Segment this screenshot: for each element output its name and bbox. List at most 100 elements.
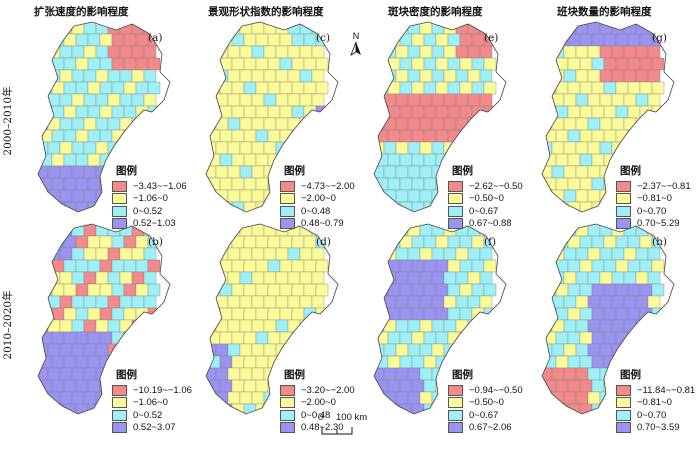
map-region bbox=[255, 105, 269, 119]
map-region bbox=[374, 141, 385, 155]
map-region bbox=[411, 307, 425, 321]
scale-zero-label: 0 bbox=[318, 412, 324, 423]
map-region bbox=[635, 343, 649, 357]
map-region bbox=[635, 247, 649, 261]
map-region bbox=[611, 93, 625, 107]
map-region bbox=[563, 247, 577, 261]
map-region bbox=[615, 33, 629, 47]
map-region bbox=[251, 189, 265, 203]
map-region bbox=[143, 45, 157, 59]
legend-g: 图例 −2.37~−0.81 −0.81~0 0~0.70 0.70~5.29 bbox=[616, 163, 691, 230]
map-region bbox=[383, 391, 397, 405]
legend-swatch bbox=[280, 384, 295, 396]
map-region bbox=[123, 129, 137, 143]
map-region bbox=[227, 391, 241, 405]
legend-label: −2.62~−0.50 bbox=[469, 180, 523, 192]
legend-entry: 0.67~0.88 bbox=[448, 218, 523, 231]
legend-label: 0~0.70 bbox=[637, 409, 667, 421]
map-region bbox=[267, 331, 281, 345]
map-region bbox=[143, 69, 157, 83]
map-region bbox=[75, 153, 89, 167]
legend-title: 图例 bbox=[452, 165, 473, 177]
map-region bbox=[251, 247, 265, 261]
legend-swatch bbox=[448, 422, 463, 434]
map-region bbox=[267, 307, 281, 321]
map-region bbox=[231, 81, 245, 95]
legend-swatch bbox=[112, 397, 127, 409]
map-region bbox=[315, 81, 329, 95]
map-region bbox=[47, 391, 61, 405]
map-region bbox=[603, 201, 617, 212]
map-region bbox=[407, 93, 421, 107]
map-region bbox=[383, 165, 397, 179]
map-region bbox=[387, 379, 401, 393]
map-region bbox=[623, 69, 637, 83]
map-region bbox=[383, 271, 397, 285]
map-region bbox=[419, 391, 433, 405]
map-region bbox=[423, 105, 437, 119]
map-region bbox=[243, 355, 257, 369]
map-region bbox=[599, 69, 613, 83]
map-region bbox=[243, 177, 257, 191]
map-region bbox=[123, 307, 137, 321]
map-region bbox=[59, 391, 73, 405]
map-region bbox=[311, 117, 325, 131]
legend-entry: −0.81~0 bbox=[616, 193, 691, 206]
map-region bbox=[483, 331, 497, 345]
map-region bbox=[395, 45, 409, 59]
map-region bbox=[447, 283, 461, 297]
map-region bbox=[591, 355, 605, 369]
map-region bbox=[419, 165, 433, 179]
map-region bbox=[206, 391, 217, 405]
map-region bbox=[419, 45, 433, 59]
column-title-3: 斑块密度的影响程度 bbox=[388, 6, 483, 18]
map-region bbox=[575, 391, 589, 405]
map-region bbox=[387, 129, 401, 143]
map-region bbox=[63, 81, 77, 95]
map-region bbox=[542, 93, 553, 107]
map-region bbox=[243, 235, 257, 249]
map-region bbox=[483, 81, 497, 95]
map-region bbox=[551, 189, 565, 203]
map-region bbox=[555, 379, 569, 393]
map-region bbox=[227, 295, 241, 309]
map-region bbox=[275, 343, 289, 357]
map-region bbox=[303, 57, 317, 71]
map-region bbox=[603, 129, 617, 143]
map-region bbox=[75, 105, 89, 119]
map-region bbox=[387, 81, 401, 95]
map-region bbox=[387, 283, 401, 297]
legend-swatch bbox=[280, 205, 295, 217]
map-region bbox=[647, 343, 661, 357]
map-region bbox=[111, 81, 125, 95]
legend-entry: 0~0.67 bbox=[448, 409, 523, 422]
map-panel-f bbox=[373, 223, 507, 415]
map-region bbox=[447, 81, 461, 95]
map-region bbox=[542, 22, 553, 35]
map-region bbox=[99, 403, 113, 414]
legend-title: 图例 bbox=[116, 369, 137, 381]
map-region bbox=[579, 283, 593, 297]
map-region bbox=[231, 283, 245, 297]
map-region bbox=[39, 403, 53, 414]
legend-entry: −3.43~−1.06 bbox=[112, 180, 187, 193]
map-region bbox=[599, 165, 613, 179]
map-region bbox=[38, 247, 49, 261]
legend-title: 图例 bbox=[116, 165, 137, 177]
map-region bbox=[63, 105, 77, 119]
map-region bbox=[75, 355, 89, 369]
map-region bbox=[567, 81, 581, 95]
legend-title: 图例 bbox=[284, 165, 305, 177]
legend-e: 图例 −2.62~−0.50 −0.50~0 0~0.67 0.67~0.88 bbox=[448, 163, 523, 230]
legend-label: −0.50~0 bbox=[469, 193, 504, 205]
map-region bbox=[87, 129, 101, 143]
map-region bbox=[71, 367, 85, 381]
legend-entry: −2.00~0 bbox=[280, 193, 355, 206]
map-region bbox=[239, 189, 253, 203]
map-region bbox=[423, 33, 437, 47]
map-region bbox=[231, 379, 245, 393]
map-region bbox=[411, 235, 425, 249]
legend-entry: −2.00~0 bbox=[280, 397, 355, 410]
map-region bbox=[459, 33, 473, 47]
map-region bbox=[38, 141, 49, 155]
